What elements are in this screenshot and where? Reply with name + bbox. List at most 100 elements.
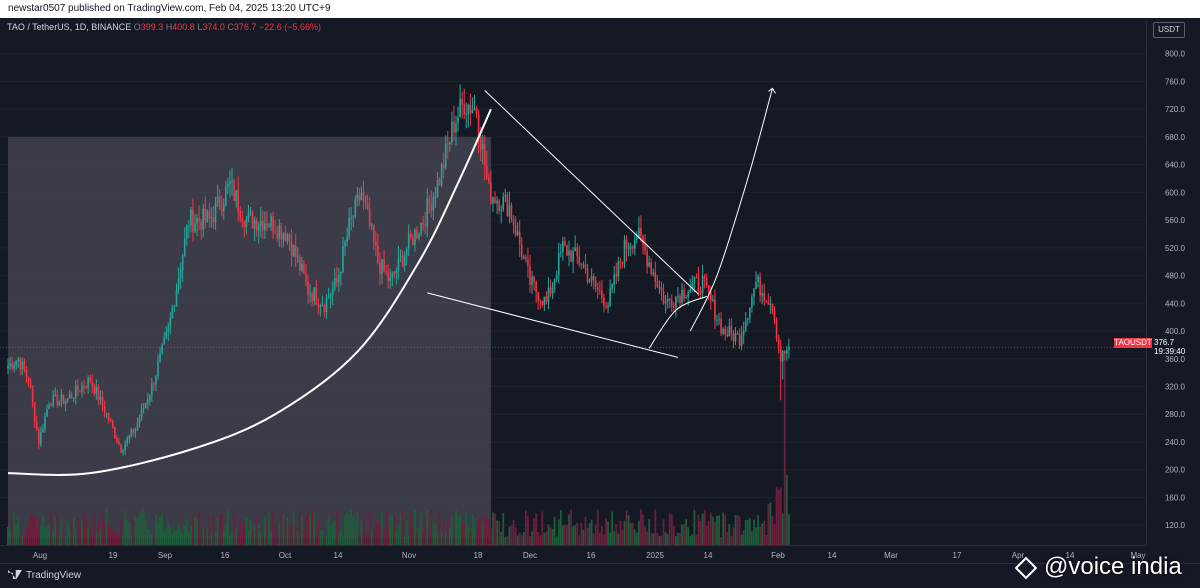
volume-bar [609, 532, 612, 545]
candle-body [699, 290, 702, 294]
volume-bar [331, 521, 334, 545]
volume-bar [335, 510, 338, 545]
price-tick-label: 160.0 [1165, 493, 1186, 502]
candle-body [70, 394, 73, 398]
candle-body [233, 180, 235, 201]
volume-bar [508, 526, 511, 545]
candle-body [157, 361, 159, 376]
volume-bar [241, 529, 244, 545]
volume-bar [153, 533, 155, 545]
currency-unit-button[interactable]: USDT [1153, 22, 1185, 38]
candle-body [259, 220, 262, 226]
price-tick-label: 560.0 [1165, 216, 1186, 225]
candle-body [116, 437, 118, 442]
volume-bar [66, 521, 69, 545]
candle-body [72, 397, 75, 399]
tradingview-logo[interactable]: TradingView [8, 570, 81, 581]
volume-bar [615, 523, 618, 545]
volume-bar [21, 535, 24, 545]
volume-bar [208, 515, 211, 545]
candle-body [603, 297, 605, 306]
volume-bar [91, 536, 94, 545]
volume-bar [387, 530, 390, 545]
chart-pane[interactable] [0, 18, 1146, 545]
candle-body [35, 421, 38, 430]
candle-body [615, 274, 618, 277]
volume-bar [724, 514, 727, 545]
candle-body [183, 238, 186, 256]
volume-bar [640, 509, 642, 545]
volume-bar [461, 521, 464, 545]
volume-bar [142, 509, 145, 545]
candle-body [247, 212, 250, 220]
price-axis[interactable]: 120.0 160.0 200.0 240.0 280.0 320.0 360.0 400.0… [1146, 18, 1200, 545]
time-tick-label: Apr [1012, 551, 1025, 560]
publish-header-text: newstar0507 published on TradingView.com… [8, 3, 331, 14]
candle-body [590, 276, 593, 281]
volume-bar [611, 511, 614, 545]
volume-bar [323, 536, 326, 545]
candle-body [722, 328, 724, 334]
candle-body [510, 205, 513, 220]
volume-bar [46, 524, 48, 545]
legend-symbol: TAO / TetherUS, 1D, BINANCE [7, 22, 132, 32]
candle-body [393, 272, 396, 274]
volume-bar [428, 530, 431, 545]
candle-body [218, 196, 221, 209]
volume-bar [607, 521, 609, 545]
candle-body [572, 251, 574, 262]
volume-bar [284, 519, 287, 545]
candle-body [75, 385, 77, 398]
time-axis[interactable]: Aug 19 Sep 16 Oct 14 Nov 18 Dec 16 2025 14 Feb 14 Mar 1… [0, 545, 1146, 564]
volume-bar [467, 527, 470, 545]
volume-bar [122, 534, 124, 545]
volume-bar [596, 509, 599, 545]
candle-body [323, 305, 326, 312]
candle-body [570, 250, 572, 262]
candle-body [420, 222, 422, 234]
candle-body [301, 264, 303, 271]
candle-body [214, 202, 217, 223]
volume-bar [516, 535, 519, 545]
volume-bar [342, 536, 344, 545]
volume-bar [333, 520, 336, 545]
volume-bar [163, 531, 166, 545]
volume-bar [138, 511, 141, 545]
price-chart[interactable] [0, 18, 1146, 545]
volume-bar [337, 536, 340, 545]
volume-bar [755, 527, 757, 545]
candle-body [105, 413, 108, 415]
candle-body [594, 280, 597, 288]
cup-curve [648, 295, 707, 349]
volume-bar [594, 524, 597, 545]
volume-bar [97, 521, 100, 545]
candle-body [638, 228, 640, 238]
volume-bar [726, 531, 729, 545]
candle-body [440, 164, 443, 186]
volume-bar [788, 514, 790, 545]
legend-change: −22.6 (−5.66%) [258, 22, 321, 32]
volume-bar [210, 533, 213, 545]
price-tick-label: 640.0 [1165, 161, 1186, 170]
volume-bar [559, 510, 562, 545]
volume-bar [185, 519, 188, 545]
volume-bar [518, 532, 521, 545]
candle-body [313, 287, 315, 301]
volume-bar [580, 522, 583, 545]
candle-body [377, 246, 379, 263]
volume-bar [72, 517, 75, 545]
volume-bar [483, 516, 486, 545]
volume-bar [537, 531, 540, 545]
candle-body [262, 220, 264, 231]
candle-body [405, 248, 408, 255]
volume-bar [231, 532, 233, 545]
price-axis-scale: 120.0 160.0 200.0 240.0 280.0 320.0 360.0 400.0… [1165, 50, 1186, 530]
candle-body [467, 105, 470, 114]
candle-body [430, 204, 433, 211]
candle-body [336, 278, 338, 282]
volume-bar [748, 518, 751, 545]
candle-body [562, 241, 564, 253]
volume-bar [728, 524, 731, 545]
volume-bar [356, 512, 359, 545]
candle-body [446, 143, 449, 145]
